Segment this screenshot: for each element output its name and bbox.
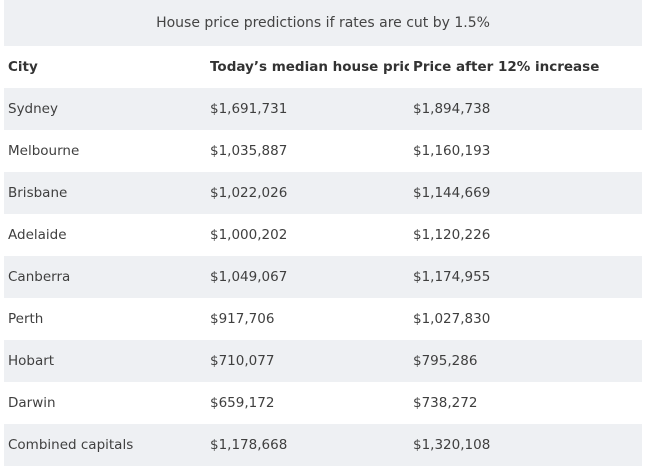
- cell-future-price: $738,272: [413, 395, 478, 411]
- cell-today-price: $1,049,067: [210, 269, 288, 285]
- cell-future-price: $1,894,738: [413, 101, 491, 117]
- table-row: Combined capitals $1,178,668 $1,320,108: [4, 424, 642, 466]
- header-today-median: Today’s median house price: [210, 59, 409, 75]
- cell-city: Sydney: [8, 101, 58, 117]
- cell-city: Combined capitals: [8, 437, 134, 453]
- cell-city: Brisbane: [8, 185, 68, 201]
- cell-today-price: $659,172: [210, 395, 275, 411]
- cell-future-price: $1,027,830: [413, 311, 491, 327]
- cell-city: Adelaide: [8, 227, 67, 243]
- house-price-table: City Today’s median house price Price af…: [4, 46, 642, 466]
- header-after-increase: Price after 12% increase: [413, 59, 600, 75]
- cell-today-price: $710,077: [210, 353, 275, 369]
- header-city: City: [8, 59, 38, 75]
- table-row: Darwin $659,172 $738,272: [4, 382, 642, 424]
- cell-city: Perth: [8, 311, 44, 327]
- table-row: Adelaide $1,000,202 $1,120,226: [4, 214, 642, 256]
- cell-future-price: $1,120,226: [413, 227, 491, 243]
- cell-city: Melbourne: [8, 143, 80, 159]
- cell-today-price: $1,035,887: [210, 143, 288, 159]
- cell-future-price: $1,174,955: [413, 269, 491, 285]
- cell-future-price: $795,286: [413, 353, 478, 369]
- cell-future-price: $1,160,193: [413, 143, 491, 159]
- cell-city: Canberra: [8, 269, 71, 285]
- cell-today-price: $1,000,202: [210, 227, 288, 243]
- cell-city: Hobart: [8, 353, 55, 369]
- table-row: Perth $917,706 $1,027,830: [4, 298, 642, 340]
- table-row: Canberra $1,049,067 $1,174,955: [4, 256, 642, 298]
- cell-today-price: $1,178,668: [210, 437, 288, 453]
- table-caption: House price predictions if rates are cut…: [4, 0, 642, 46]
- table-row: Hobart $710,077 $795,286: [4, 340, 642, 382]
- cell-today-price: $1,022,026: [210, 185, 288, 201]
- cell-today-price: $1,691,731: [210, 101, 288, 117]
- table-row: Brisbane $1,022,026 $1,144,669: [4, 172, 642, 214]
- table-row: Sydney $1,691,731 $1,894,738: [4, 88, 642, 130]
- cell-city: Darwin: [8, 395, 56, 411]
- cell-future-price: $1,144,669: [413, 185, 491, 201]
- cell-future-price: $1,320,108: [413, 437, 491, 453]
- cell-today-price: $917,706: [210, 311, 275, 327]
- table-row: Melbourne $1,035,887 $1,160,193: [4, 130, 642, 172]
- table-header-row: City Today’s median house price Price af…: [4, 46, 642, 88]
